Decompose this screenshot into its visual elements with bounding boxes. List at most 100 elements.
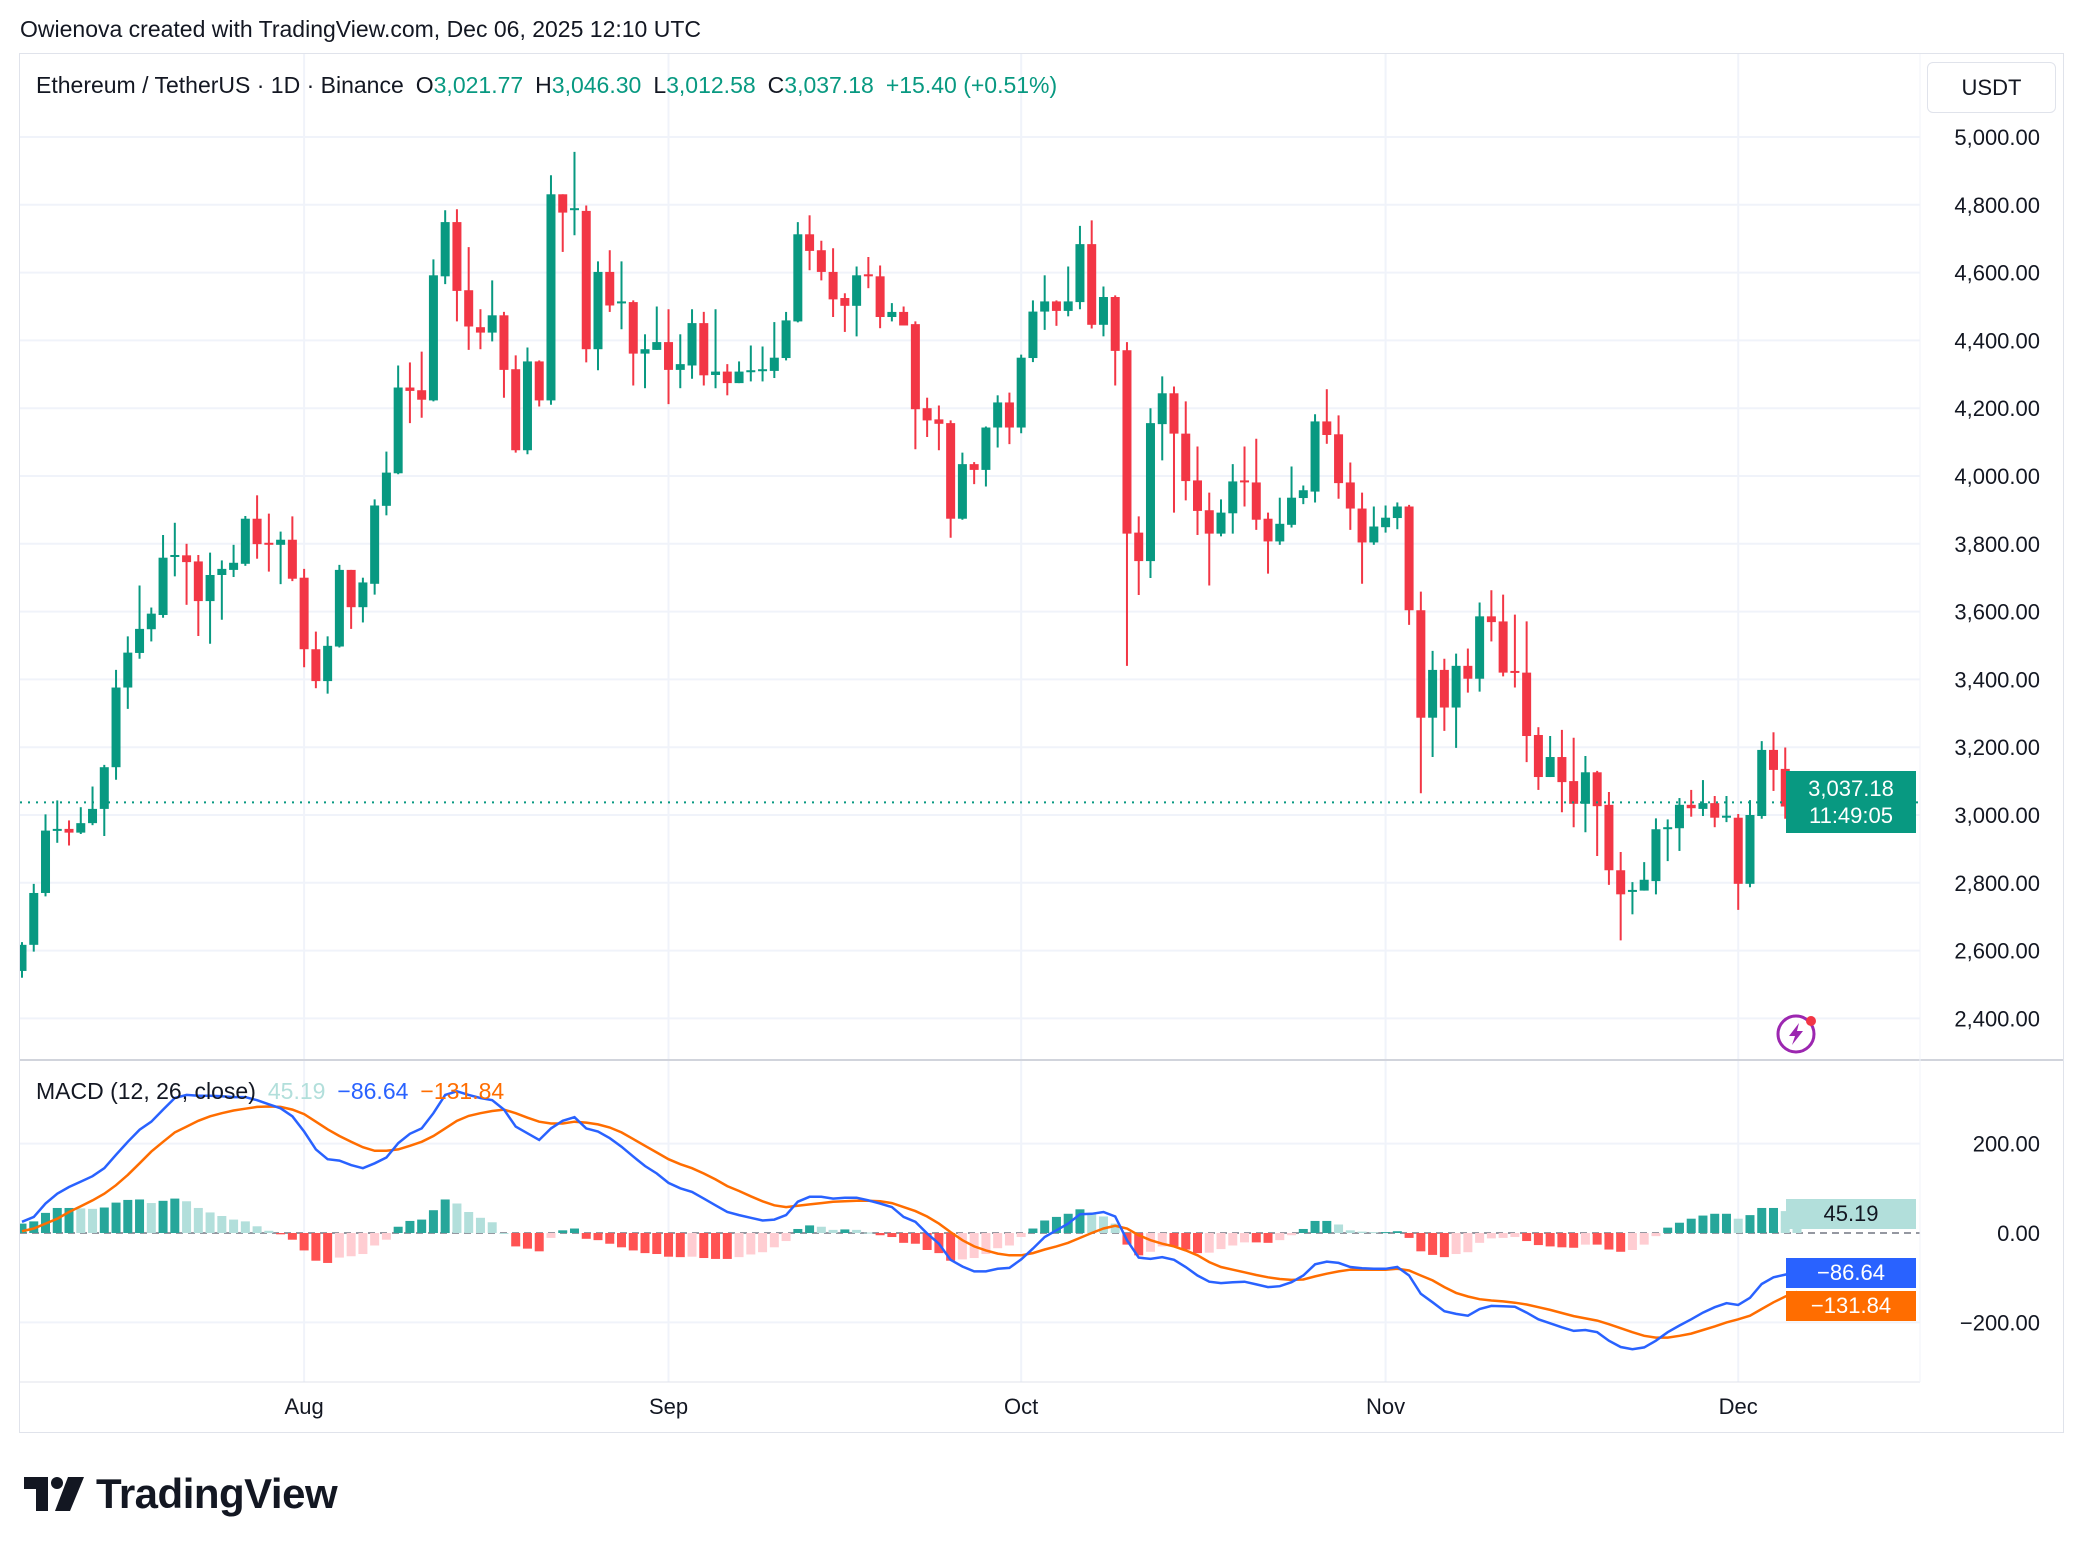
candle-2025-07-12[interactable] [64, 820, 74, 846]
candle-2025-11-06[interactable] [1439, 658, 1449, 731]
candle-2025-11-02[interactable] [1392, 502, 1402, 530]
candle-2025-10-23[interactable] [1275, 497, 1285, 545]
candle-2025-09-07[interactable] [734, 361, 744, 384]
candle-2025-09-28[interactable] [981, 426, 991, 487]
candle-2025-10-01[interactable] [1016, 354, 1026, 434]
candle-2025-12-02[interactable] [1745, 800, 1755, 888]
candle-2025-10-08[interactable] [1098, 286, 1108, 337]
candle-2025-08-20[interactable] [522, 347, 532, 455]
candle-2025-12-01[interactable] [1733, 813, 1743, 910]
candle-2025-11-04[interactable] [1416, 591, 1426, 794]
candle-2025-08-28[interactable] [617, 261, 627, 330]
candle-2025-08-29[interactable] [628, 300, 638, 386]
candle-2025-10-21[interactable] [1251, 438, 1261, 530]
candle-2025-09-24[interactable] [934, 405, 944, 451]
candle-2025-09-23[interactable] [922, 397, 932, 438]
candle-2025-08-07[interactable] [370, 499, 380, 595]
candle-2025-10-20[interactable] [1240, 446, 1250, 507]
candle-2025-07-24[interactable] [205, 552, 215, 644]
candle-2025-11-07[interactable] [1451, 653, 1461, 748]
currency-button[interactable]: USDT [1927, 62, 2056, 113]
candle-2025-07-09[interactable] [29, 883, 39, 952]
candle-2025-08-04[interactable] [334, 564, 344, 648]
candle-2025-09-22[interactable] [910, 321, 920, 450]
candle-2025-09-06[interactable] [722, 364, 732, 396]
candle-2025-11-18[interactable] [1580, 756, 1590, 833]
candle-2025-11-01[interactable] [1381, 505, 1391, 533]
candle-2025-09-01[interactable] [664, 309, 674, 405]
candle-2025-07-10[interactable] [41, 814, 51, 897]
candle-2025-07-13[interactable] [76, 807, 86, 834]
candle-2025-10-16[interactable] [1193, 446, 1202, 535]
candle-2025-08-30[interactable] [640, 334, 650, 389]
candle-2025-10-07[interactable] [1087, 220, 1097, 329]
candle-2025-08-22[interactable] [546, 175, 556, 405]
candle-2025-11-25[interactable] [1663, 819, 1673, 862]
candle-2025-10-26[interactable] [1310, 414, 1320, 503]
lightning-icon[interactable] [1776, 1014, 1816, 1054]
candle-2025-08-25[interactable] [581, 205, 591, 363]
candle-2025-10-03[interactable] [1040, 275, 1050, 330]
candle-2025-08-14[interactable] [452, 209, 462, 322]
candle-2025-11-08[interactable] [1463, 648, 1473, 693]
candle-2025-09-25[interactable] [946, 420, 956, 538]
candle-2025-10-30[interactable] [1357, 492, 1367, 584]
candle-2025-09-02[interactable] [675, 334, 685, 389]
candle-2025-09-05[interactable] [711, 309, 721, 389]
candle-2025-11-17[interactable] [1569, 737, 1579, 828]
candle-2025-09-11[interactable] [781, 311, 791, 361]
candle-2025-11-21[interactable] [1616, 851, 1626, 941]
candle-2025-10-22[interactable] [1263, 512, 1273, 574]
candle-2025-10-28[interactable] [1334, 415, 1344, 499]
candle-2025-08-03[interactable] [323, 636, 333, 694]
candle-2025-09-19[interactable] [875, 265, 885, 329]
candle-2025-07-15[interactable] [99, 764, 109, 837]
candle-2025-11-10[interactable] [1486, 590, 1496, 642]
candle-2025-10-24[interactable] [1287, 466, 1297, 528]
candle-2025-11-26[interactable] [1674, 798, 1684, 851]
candle-2025-09-15[interactable] [828, 248, 838, 318]
candle-2025-08-09[interactable] [393, 365, 403, 475]
candle-2025-09-20[interactable] [887, 303, 897, 322]
candle-2025-07-25[interactable] [217, 560, 227, 620]
symbol-title[interactable]: Ethereum / TetherUS · 1D · Binance [36, 72, 404, 98]
candle-2025-12-04[interactable] [1768, 732, 1778, 791]
candle-2025-08-27[interactable] [605, 250, 615, 312]
candle-2025-10-25[interactable] [1298, 485, 1308, 505]
candle-2025-10-09[interactable] [1110, 295, 1120, 386]
candle-2025-07-30[interactable] [276, 531, 286, 585]
candle-2025-09-09[interactable] [758, 346, 768, 382]
candle-2025-09-29[interactable] [993, 395, 1003, 448]
candle-2025-10-11[interactable] [1134, 516, 1144, 595]
candle-2025-07-27[interactable] [240, 516, 250, 566]
candle-2025-10-29[interactable] [1345, 462, 1355, 530]
candle-2025-11-15[interactable] [1545, 736, 1555, 778]
candle-2025-08-19[interactable] [511, 355, 521, 453]
candle-2025-08-26[interactable] [593, 261, 603, 371]
candle-2025-09-18[interactable] [863, 257, 873, 289]
candle-2025-08-11[interactable] [417, 351, 427, 418]
candle-2025-12-03[interactable] [1757, 741, 1767, 819]
candle-2025-11-29[interactable] [1710, 796, 1720, 828]
candle-2025-08-05[interactable] [346, 569, 356, 629]
candle-2025-11-05[interactable] [1428, 650, 1438, 758]
candle-2025-08-10[interactable] [405, 362, 415, 424]
candle-2025-07-14[interactable] [88, 786, 98, 826]
candle-2025-10-19[interactable] [1228, 464, 1238, 534]
candle-2025-08-06[interactable] [358, 577, 368, 623]
candle-2025-08-15[interactable] [464, 247, 474, 350]
candle-2025-07-20[interactable] [158, 534, 168, 618]
candle-2025-07-18[interactable] [135, 585, 145, 659]
candle-2025-08-08[interactable] [381, 451, 391, 516]
candle-2025-09-10[interactable] [769, 322, 779, 379]
candle-2025-08-23[interactable] [558, 194, 568, 252]
candle-2025-09-21[interactable] [899, 306, 909, 326]
candle-2025-09-04[interactable] [699, 311, 709, 386]
candle-2025-09-03[interactable] [687, 309, 697, 379]
candle-2025-11-23[interactable] [1639, 862, 1649, 891]
candle-2025-08-12[interactable] [428, 259, 438, 402]
candle-2025-08-18[interactable] [499, 311, 509, 398]
macd-title[interactable]: MACD (12, 26, close) [36, 1078, 256, 1104]
candle-2025-11-30[interactable] [1721, 796, 1731, 823]
